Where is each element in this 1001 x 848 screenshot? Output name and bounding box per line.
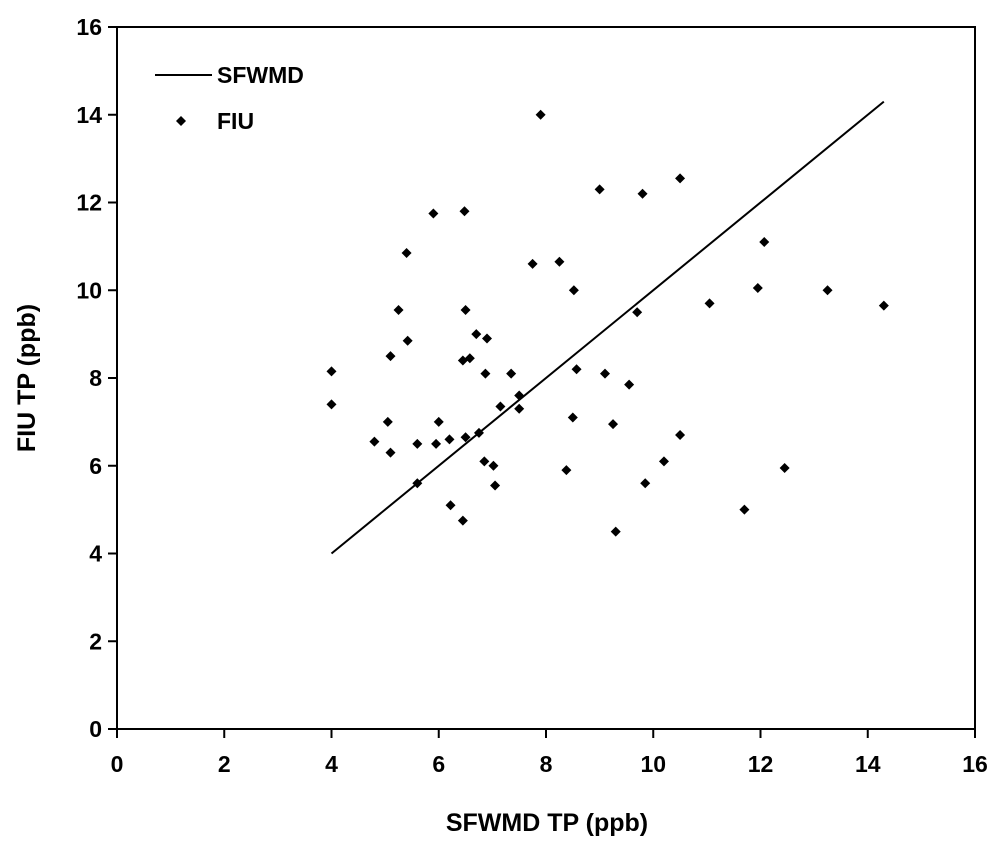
data-point-fiu	[479, 456, 490, 467]
data-point-fiu	[554, 256, 565, 267]
data-point-fiu	[490, 480, 501, 491]
data-point-fiu	[457, 515, 468, 526]
x-tick-label: 2	[218, 751, 231, 777]
data-point-fiu	[514, 403, 525, 414]
data-point-fiu	[704, 298, 715, 309]
data-point-fiu	[326, 366, 337, 377]
y-tick-label: 10	[76, 277, 102, 303]
data-point-fiu	[460, 304, 471, 315]
data-point-fiu	[675, 430, 686, 441]
x-tick-label: 14	[855, 751, 881, 777]
y-axis-title: FIU TP (ppb)	[13, 304, 41, 452]
y-axis-ticks: 0 2 4 6 8 10 12 14 16	[76, 14, 117, 742]
data-point-fiu	[464, 353, 475, 364]
data-point-fiu	[675, 173, 686, 184]
data-point-fiu	[739, 504, 750, 515]
data-point-fiu	[369, 436, 380, 447]
data-point-fiu	[632, 307, 643, 318]
y-tick-label: 12	[76, 190, 102, 216]
data-point-fiu	[382, 416, 393, 427]
y-tick-label: 0	[89, 716, 102, 742]
series-line-sfwmd	[330, 100, 885, 555]
y-tick-label: 16	[76, 14, 102, 40]
data-point-fiu	[459, 206, 470, 217]
data-point-fiu	[561, 465, 572, 476]
data-point-fiu	[624, 379, 635, 390]
data-point-fiu	[822, 285, 833, 296]
data-point-fiu	[571, 364, 582, 375]
legend-label-sfwmd: SFWMD	[217, 62, 304, 88]
data-point-fiu	[393, 304, 404, 315]
y-tick-label: 2	[89, 628, 102, 654]
data-point-fiu	[610, 526, 621, 537]
data-point-fiu	[480, 368, 491, 379]
x-tick-label: 4	[325, 751, 338, 777]
data-point-fiu	[482, 333, 493, 344]
y-tick-label: 6	[89, 453, 102, 479]
x-tick-label: 12	[748, 751, 774, 777]
legend: SFWMD FIU	[155, 62, 304, 134]
data-point-fiu	[444, 434, 455, 445]
data-point-fiu	[640, 478, 651, 489]
data-point-fiu	[527, 258, 538, 269]
data-point-fiu	[495, 401, 506, 412]
data-point-fiu	[428, 208, 439, 219]
data-point-fiu	[535, 109, 546, 120]
x-tick-label: 16	[962, 751, 988, 777]
y-tick-label: 4	[89, 541, 102, 567]
data-point-fiu	[567, 412, 578, 423]
x-tick-label: 10	[640, 751, 666, 777]
data-point-fiu	[608, 419, 619, 430]
data-point-fiu	[445, 500, 456, 511]
legend-swatch-fiu-marker	[176, 116, 186, 126]
data-point-fiu	[599, 368, 610, 379]
data-point-fiu	[412, 478, 423, 489]
data-point-fiu	[594, 184, 605, 195]
data-point-fiu	[752, 283, 763, 294]
data-point-fiu	[658, 456, 669, 467]
data-point-fiu	[568, 285, 579, 296]
data-point-fiu	[385, 351, 396, 362]
y-tick-label: 14	[76, 102, 102, 128]
series-layer	[326, 100, 889, 555]
data-point-fiu	[759, 236, 770, 247]
data-point-fiu	[473, 427, 484, 438]
x-tick-label: 6	[432, 751, 445, 777]
y-tick-label: 8	[89, 365, 102, 391]
data-point-fiu	[460, 432, 471, 443]
data-point-fiu	[412, 438, 423, 449]
data-point-fiu	[431, 438, 442, 449]
data-point-fiu	[779, 462, 790, 473]
data-point-fiu	[402, 335, 413, 346]
x-axis-title: SFWMD TP (ppb)	[446, 809, 648, 837]
data-point-fiu	[637, 188, 648, 199]
data-point-fiu	[878, 300, 889, 311]
x-axis-ticks: 0 2 4 6 8 10 12 14 16	[111, 729, 988, 777]
data-point-fiu	[506, 368, 517, 379]
x-tick-label: 0	[111, 751, 124, 777]
data-point-fiu	[488, 460, 499, 471]
data-point-fiu	[514, 390, 525, 401]
data-point-fiu	[401, 247, 412, 258]
data-point-fiu	[385, 447, 396, 458]
data-point-fiu	[326, 399, 337, 410]
data-point-fiu	[471, 329, 482, 340]
x-tick-label: 8	[540, 751, 553, 777]
legend-label-fiu: FIU	[217, 108, 254, 134]
data-point-fiu	[433, 416, 444, 427]
